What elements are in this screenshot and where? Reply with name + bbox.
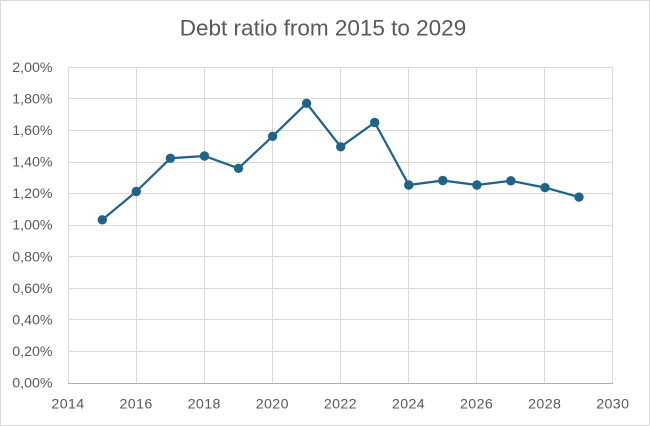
svg-text:2026: 2026 [460, 396, 493, 412]
svg-text:2016: 2016 [120, 396, 153, 412]
svg-text:1,60%: 1,60% [12, 123, 53, 139]
svg-text:1,20%: 1,20% [12, 186, 53, 202]
svg-text:2022: 2022 [324, 396, 357, 412]
svg-text:1,80%: 1,80% [12, 92, 53, 108]
svg-text:0,40%: 0,40% [12, 312, 53, 328]
svg-text:2018: 2018 [188, 396, 221, 412]
svg-text:1,00%: 1,00% [12, 218, 53, 234]
svg-text:0,20%: 0,20% [12, 344, 53, 360]
svg-text:2024: 2024 [392, 396, 425, 412]
svg-text:2020: 2020 [256, 396, 289, 412]
svg-text:0,80%: 0,80% [12, 249, 53, 265]
svg-text:2014: 2014 [51, 396, 84, 412]
svg-text:1,40%: 1,40% [12, 155, 53, 171]
svg-text:2030: 2030 [596, 396, 629, 412]
svg-text:Debt ratio from 2015 to 2029: Debt ratio from 2015 to 2029 [180, 16, 466, 41]
svg-text:0,00%: 0,00% [12, 376, 53, 392]
svg-text:2028: 2028 [528, 396, 561, 412]
svg-text:0,60%: 0,60% [12, 281, 53, 297]
svg-text:2,00%: 2,00% [12, 60, 53, 76]
